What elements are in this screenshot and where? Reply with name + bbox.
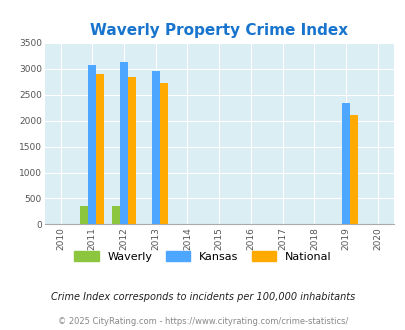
Legend: Waverly, Kansas, National: Waverly, Kansas, National — [74, 251, 331, 262]
Title: Waverly Property Crime Index: Waverly Property Crime Index — [90, 22, 347, 38]
Bar — [341, 103, 350, 224]
Bar — [128, 77, 136, 224]
Bar — [159, 83, 167, 224]
Bar — [88, 65, 96, 224]
Text: Crime Index corresponds to incidents per 100,000 inhabitants: Crime Index corresponds to incidents per… — [51, 292, 354, 302]
Bar — [350, 115, 357, 224]
Bar — [120, 62, 128, 224]
Bar — [80, 206, 88, 224]
Text: © 2025 CityRating.com - https://www.cityrating.com/crime-statistics/: © 2025 CityRating.com - https://www.city… — [58, 317, 347, 326]
Bar — [151, 71, 159, 224]
Bar — [112, 206, 120, 224]
Bar — [96, 74, 104, 224]
